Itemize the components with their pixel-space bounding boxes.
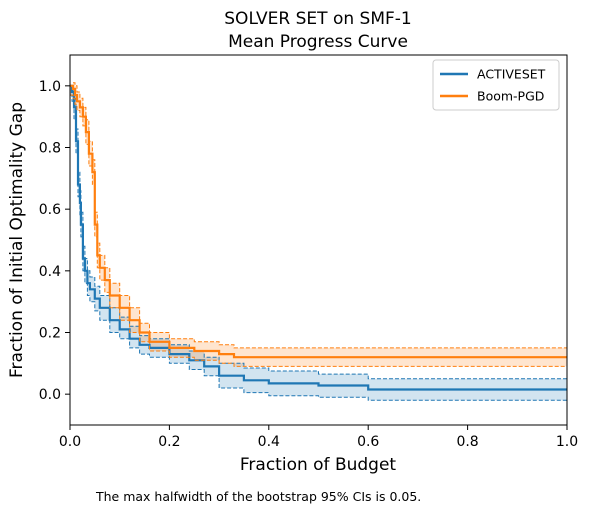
x-tick-label: 0.0 <box>59 434 81 450</box>
x-tick-label: 0.2 <box>158 434 180 450</box>
series-line-activeset <box>70 86 567 390</box>
x-tick-label: 0.8 <box>456 434 478 450</box>
ci-upper-boom-pgd <box>70 83 567 348</box>
y-tick-label: 0.0 <box>39 387 61 403</box>
y-tick-label: 0.6 <box>39 202 61 218</box>
x-tick-label: 0.6 <box>357 434 379 450</box>
x-tick-label: 1.0 <box>556 434 578 450</box>
x-axis-ticks: 0.0 0.2 0.4 0.6 0.8 1.0 <box>59 425 578 450</box>
ci-band-boom-pgd <box>70 83 567 367</box>
footnote: The max halfwidth of the bootstrap 95% C… <box>95 489 421 504</box>
y-axis-ticks: 0.0 0.2 0.4 0.6 0.8 1.0 <box>39 79 70 403</box>
chart-title-line-1: SOLVER SET on SMF-1 <box>224 9 411 29</box>
y-tick-label: 1.0 <box>39 79 61 95</box>
y-tick-label: 0.2 <box>39 326 61 342</box>
legend-label-boom-pgd: Boom-PGD <box>477 89 544 104</box>
legend: ACTIVESET Boom-PGD <box>433 60 559 110</box>
y-tick-label: 0.4 <box>39 264 61 280</box>
confidence-bands <box>70 83 567 401</box>
y-axis-label: Fraction of Initial Optimality Gap <box>7 102 27 378</box>
chart-title-line-2: Mean Progress Curve <box>228 32 408 52</box>
legend-label-activeset: ACTIVESET <box>477 67 546 82</box>
x-tick-label: 0.4 <box>258 434 280 450</box>
x-axis-label: Fraction of Budget <box>240 455 397 475</box>
series-line-boom-pgd <box>70 86 567 357</box>
y-tick-label: 0.8 <box>39 141 61 157</box>
